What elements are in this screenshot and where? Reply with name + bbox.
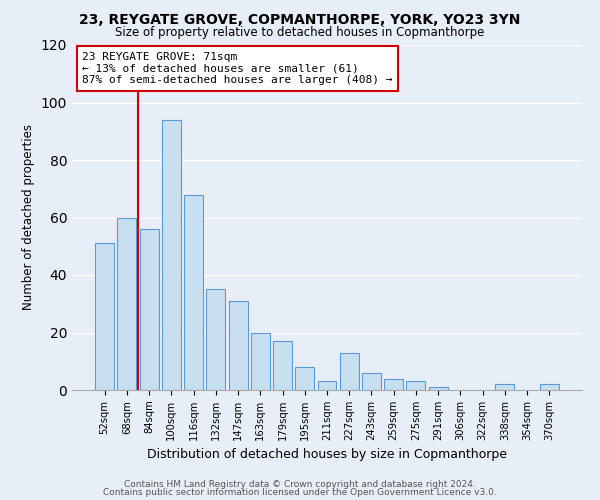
Bar	[140, 229, 158, 390]
Bar	[406, 382, 425, 390]
Bar	[384, 378, 403, 390]
Bar	[95, 244, 114, 390]
Text: Size of property relative to detached houses in Copmanthorpe: Size of property relative to detached ho…	[115, 26, 485, 39]
Y-axis label: Number of detached properties: Number of detached properties	[22, 124, 35, 310]
Text: 23, REYGATE GROVE, COPMANTHORPE, YORK, YO23 3YN: 23, REYGATE GROVE, COPMANTHORPE, YORK, Y…	[79, 12, 521, 26]
Bar	[540, 384, 559, 390]
Bar	[429, 387, 448, 390]
Text: 23 REYGATE GROVE: 71sqm
← 13% of detached houses are smaller (61)
87% of semi-de: 23 REYGATE GROVE: 71sqm ← 13% of detache…	[82, 52, 392, 85]
Text: Contains HM Land Registry data © Crown copyright and database right 2024.: Contains HM Land Registry data © Crown c…	[124, 480, 476, 489]
Bar	[184, 194, 203, 390]
X-axis label: Distribution of detached houses by size in Copmanthorpe: Distribution of detached houses by size …	[147, 448, 507, 462]
Bar	[496, 384, 514, 390]
Bar	[317, 382, 337, 390]
Bar	[229, 301, 248, 390]
Text: Contains public sector information licensed under the Open Government Licence v3: Contains public sector information licen…	[103, 488, 497, 497]
Bar	[118, 218, 136, 390]
Bar	[340, 352, 359, 390]
Bar	[295, 367, 314, 390]
Bar	[162, 120, 181, 390]
Bar	[362, 373, 381, 390]
Bar	[206, 290, 225, 390]
Bar	[251, 332, 270, 390]
Bar	[273, 341, 292, 390]
